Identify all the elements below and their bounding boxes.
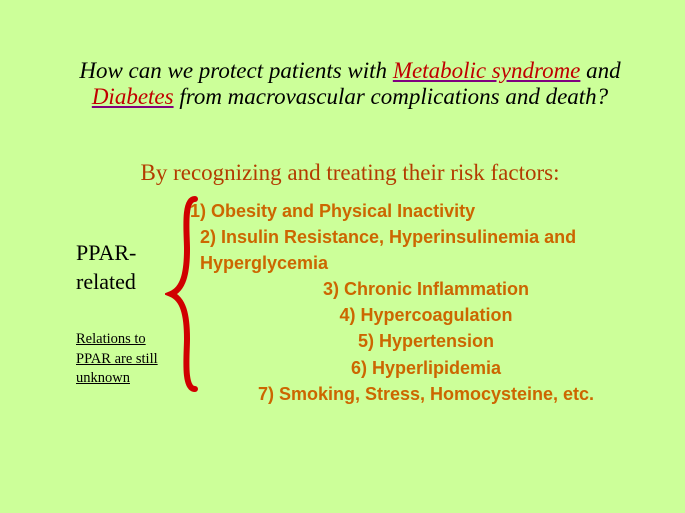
title-mid: and — [580, 58, 620, 83]
side-label-line2: related — [76, 269, 136, 294]
side-label-line1: PPAR- — [76, 240, 136, 265]
subtitle: By recognizing and treating their risk f… — [100, 160, 600, 186]
side-note-line1: Relations to — [76, 331, 146, 347]
risk-item-6: 6) Hyperlipidemia — [186, 355, 666, 381]
title-emphasis-metabolic: Metabolic syndrome — [393, 58, 581, 83]
title-emphasis-diabetes: Diabetes — [92, 84, 174, 109]
risk-item-3: 3) Chronic Inflammation — [186, 276, 666, 302]
ppar-related-label: PPAR- related — [76, 239, 136, 296]
ppar-unknown-note: Relations to PPAR are still unknown — [76, 330, 158, 389]
side-note-line2: PPAR are still — [76, 351, 158, 367]
title-post: from macrovascular complications and dea… — [174, 84, 609, 109]
side-note-line3: unknown — [76, 370, 130, 386]
risk-item-1: 1) Obesity and Physical Inactivity — [186, 198, 666, 224]
risk-item-7: 7) Smoking, Stress, Homocysteine, etc. — [186, 381, 666, 407]
risk-item-5: 5) Hypertension — [186, 328, 666, 354]
risk-factors-list: 1) Obesity and Physical Inactivity 2) In… — [186, 198, 666, 407]
title-pre: How can we protect patients with — [79, 58, 392, 83]
risk-item-4: 4) Hypercoagulation — [186, 302, 666, 328]
risk-item-2: 2) Insulin Resistance, Hyperinsulinemia … — [186, 224, 666, 276]
title: How can we protect patients with Metabol… — [70, 58, 630, 111]
